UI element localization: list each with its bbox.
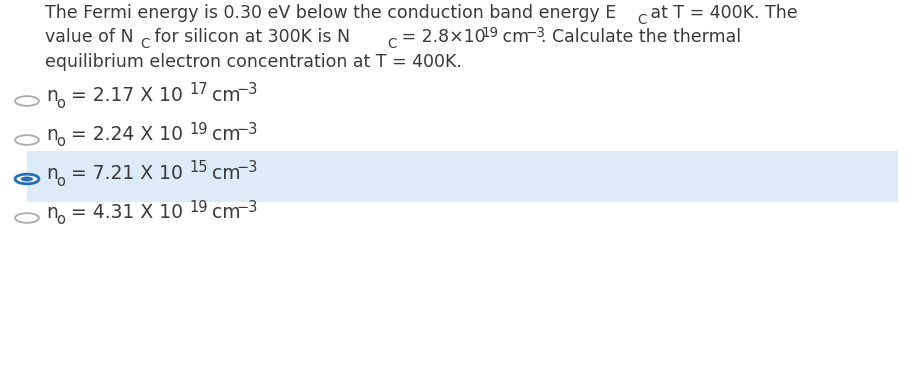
Text: equilibrium electron concentration at T = 400K.: equilibrium electron concentration at T … — [45, 53, 462, 71]
Text: 17: 17 — [189, 82, 208, 97]
Text: o: o — [56, 135, 65, 150]
Text: −3: −3 — [526, 26, 546, 40]
Text: 15: 15 — [189, 160, 208, 176]
Text: o: o — [56, 173, 65, 188]
Text: cm: cm — [497, 28, 529, 47]
Text: −3: −3 — [236, 200, 258, 214]
Text: cm: cm — [206, 125, 240, 144]
Text: 19: 19 — [482, 26, 498, 40]
Text: = 2.17 X 10: = 2.17 X 10 — [65, 86, 183, 105]
Text: = 4.31 X 10: = 4.31 X 10 — [65, 203, 183, 222]
Text: cm: cm — [206, 86, 240, 105]
Text: C: C — [140, 37, 150, 51]
Text: n: n — [46, 125, 58, 144]
Text: at T = 400K. The: at T = 400K. The — [646, 4, 798, 22]
Text: −3: −3 — [236, 82, 258, 97]
Text: n: n — [46, 86, 58, 105]
Text: cm: cm — [206, 203, 240, 222]
Text: = 7.21 X 10: = 7.21 X 10 — [65, 164, 183, 183]
Text: n: n — [46, 203, 58, 222]
Text: for silicon at 300K is N: for silicon at 300K is N — [149, 28, 350, 47]
Text: n: n — [46, 164, 58, 183]
Text: = 2.24 X 10: = 2.24 X 10 — [65, 125, 183, 144]
Text: value of N: value of N — [45, 28, 134, 47]
Text: . Calculate the thermal: . Calculate the thermal — [541, 28, 741, 47]
Text: o: o — [56, 95, 65, 110]
Text: C: C — [637, 13, 647, 26]
Text: The Fermi energy is 0.30 eV below the conduction band energy E: The Fermi energy is 0.30 eV below the co… — [45, 4, 616, 22]
Text: 19: 19 — [189, 122, 208, 137]
Text: cm: cm — [206, 164, 240, 183]
Text: 19: 19 — [189, 200, 208, 214]
Text: −3: −3 — [236, 160, 258, 176]
Text: = 2.8×10: = 2.8×10 — [396, 28, 485, 47]
Text: −3: −3 — [236, 122, 258, 137]
Text: C: C — [387, 37, 397, 51]
Text: o: o — [56, 213, 65, 228]
